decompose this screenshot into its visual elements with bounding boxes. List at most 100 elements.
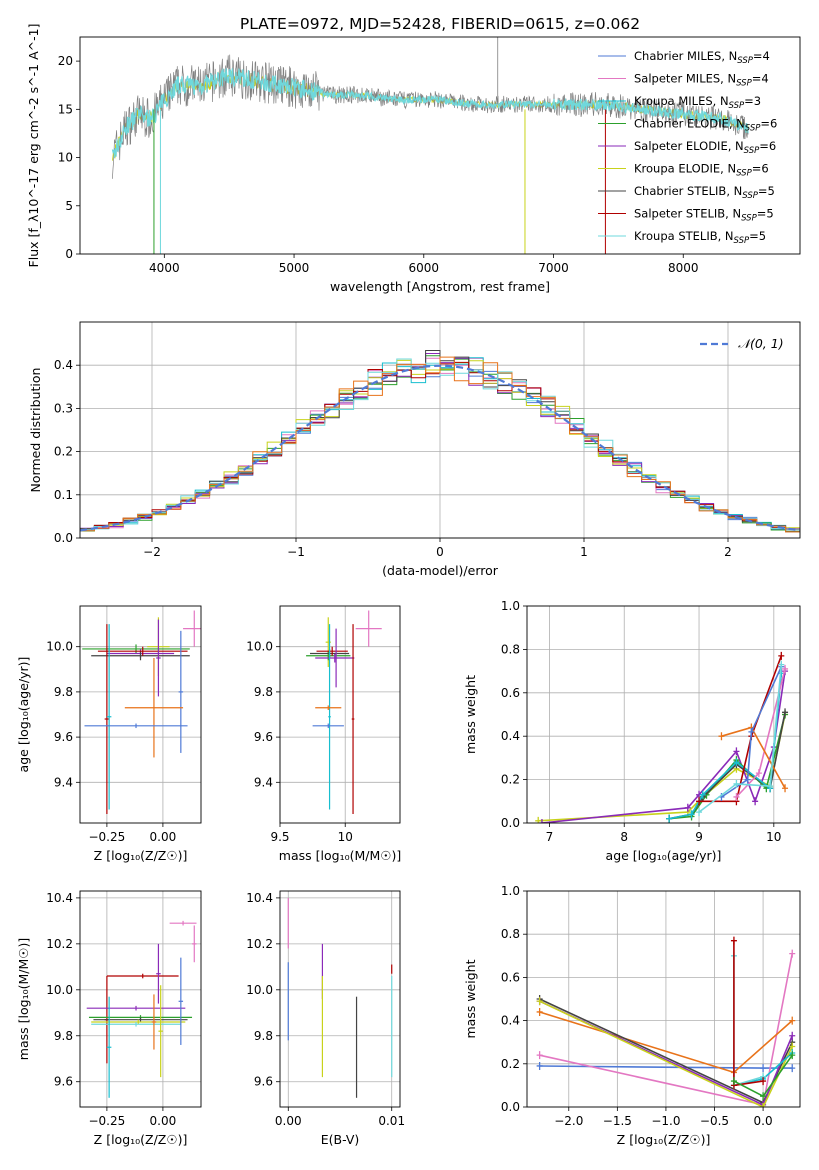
- y-tick-label: 0.2: [501, 773, 520, 787]
- y-tick-label: 0.0: [501, 816, 520, 830]
- panel-mass-vs-Z: −0.25 0.00 9.6 9.8 10.0 10.2 10.4 Z [log₁₀(Z/Z☉…: [16, 890, 202, 1147]
- y-tick-label: 10.0: [46, 983, 73, 997]
- y-tick-label: 10.0: [246, 983, 273, 997]
- y-tick-label: 10.0: [46, 640, 73, 654]
- legend-label: Salpeter ELODIE, NSSP=6: [634, 139, 776, 156]
- legend-label-text: Chabrier STELIB, N: [634, 184, 742, 198]
- y-tick-label: 10.4: [246, 891, 273, 905]
- weight-marker: [688, 810, 695, 819]
- y-tick-label: 0.2: [501, 1057, 520, 1071]
- y-tick-label: 0.4: [54, 358, 73, 372]
- y-tick-label: 9.8: [254, 1029, 273, 1043]
- panel-spectrum: 4000 5000 6000 7000 8000 0 5 10 15 20 wavelength […: [26, 24, 801, 294]
- legend-label-sub: SSP: [745, 124, 761, 134]
- weight-marker: [536, 997, 543, 1006]
- x-tick-label: 10: [338, 830, 353, 844]
- panel-mass-weight-vs-age: 7 8 9 10 0.0 0.2 0.4 0.6 0.8 1.0 age [log₁₀(age/yr…: [463, 599, 801, 863]
- y-tick-label: 0.3: [54, 401, 73, 415]
- weight-marker: [536, 1061, 543, 1070]
- plot-area: [86, 920, 197, 1098]
- legend-label-tail: =3: [744, 94, 761, 108]
- weight-marker: [755, 769, 762, 778]
- y-tick-label: 10.2: [46, 937, 73, 951]
- y-tick-label: 5: [65, 199, 73, 213]
- legend-label: Kroupa ELODIE, NSSP=6: [634, 162, 769, 179]
- y-axis-label: mass weight: [463, 959, 478, 1038]
- figure-title: PLATE=0972, MJD=52428, FIBERID=0615, z=0…: [240, 15, 640, 33]
- legend-label-tail: =5: [758, 184, 775, 198]
- weight-marker: [789, 1031, 796, 1040]
- axes-frame: [279, 605, 401, 824]
- y-tick-label: 0.4: [501, 729, 520, 743]
- legend-label-sub: SSP: [737, 56, 753, 66]
- weight-marker: [718, 732, 725, 741]
- grid: [527, 605, 800, 824]
- legend-label-tail: =6: [752, 162, 769, 176]
- legend-label: Salpeter MILES, NSSP=4: [634, 72, 769, 89]
- y-tick-label: 15: [58, 102, 73, 116]
- grid: [80, 891, 201, 1107]
- y-axis-label: Normed distribution: [28, 368, 43, 493]
- weight-marker: [536, 1007, 543, 1016]
- weight-marker: [538, 819, 545, 823]
- legend-label-text: Salpeter ELODIE, N: [634, 139, 744, 153]
- panel-mass-vs-EBV: 0.00 0.01 9.6 9.8 10.0 10.2 10.4 E(B-V): [246, 890, 405, 1147]
- y-tick-label: 10: [58, 151, 73, 165]
- weight-marker: [760, 1092, 767, 1101]
- legend-label-sub: SSP: [744, 146, 760, 156]
- y-tick-label: 0.8: [501, 642, 520, 656]
- y-tick-label: 0: [65, 247, 73, 261]
- plot-area: [82, 610, 201, 814]
- legend-label-sub: SSP: [734, 236, 750, 246]
- weight-marker: [782, 708, 789, 717]
- x-tick-label: 8000: [668, 261, 699, 275]
- weight-marker: [666, 814, 673, 823]
- x-tick-label: 8: [620, 830, 628, 844]
- grid: [527, 890, 800, 1108]
- y-tick-label: 1.0: [501, 599, 520, 613]
- weight-marker: [778, 651, 785, 660]
- weight-marker: [789, 1016, 796, 1025]
- y-axis-label: mass weight: [463, 675, 478, 754]
- weight-marker: [744, 775, 751, 784]
- plot-area: [535, 651, 789, 823]
- weight-line-cyan: [698, 664, 783, 813]
- x-tick-label: 9: [695, 830, 703, 844]
- plot-area: [536, 936, 796, 1107]
- legend-label-tail: =5: [749, 229, 766, 243]
- y-tick-label: 9.4: [54, 775, 73, 789]
- panel-residuals: −2 −1 0 1 2 0.0 0.1 0.2 0.3 0.4 (data-model)/error…: [28, 321, 801, 578]
- x-tick-label: −1.0: [651, 1114, 680, 1128]
- legend-label-tail: =4: [753, 49, 770, 63]
- weight-marker: [782, 664, 789, 673]
- x-tick-label: 7: [546, 830, 554, 844]
- weight-marker: [760, 1103, 767, 1107]
- y-tick-label: 0.6: [501, 686, 520, 700]
- x-tick-label: −1.5: [603, 1114, 632, 1128]
- x-axis-label: Z [log₁₀(Z/Z☉)]: [94, 1132, 188, 1147]
- weight-marker: [733, 758, 740, 767]
- legend-label: Kroupa STELIB, NSSP=5: [634, 229, 766, 246]
- grid: [280, 891, 400, 1107]
- legend-label-tail: =4: [752, 72, 769, 86]
- weight-marker: [733, 779, 740, 788]
- x-axis-label: Z [log₁₀(Z/Z☉)]: [617, 1132, 711, 1147]
- x-tick-label: −2: [143, 545, 161, 559]
- y-tick-label: 9.6: [254, 1075, 273, 1089]
- legend-label-text: Salpeter STELIB, N: [634, 207, 741, 221]
- x-tick-label: 0.01: [378, 1114, 405, 1128]
- x-tick-label: 2: [724, 545, 732, 559]
- y-tick-label: 0.6: [501, 970, 520, 984]
- weight-marker: [789, 1064, 796, 1073]
- y-tick-label: 9.4: [254, 775, 273, 789]
- weight-marker: [535, 816, 542, 823]
- grid: [80, 606, 201, 823]
- plot-area: [306, 610, 382, 814]
- weight-marker: [733, 747, 740, 756]
- y-tick-label: 0.0: [54, 531, 73, 545]
- legend-label-sub: SSP: [729, 101, 745, 111]
- y-tick-label: 10.0: [246, 640, 273, 654]
